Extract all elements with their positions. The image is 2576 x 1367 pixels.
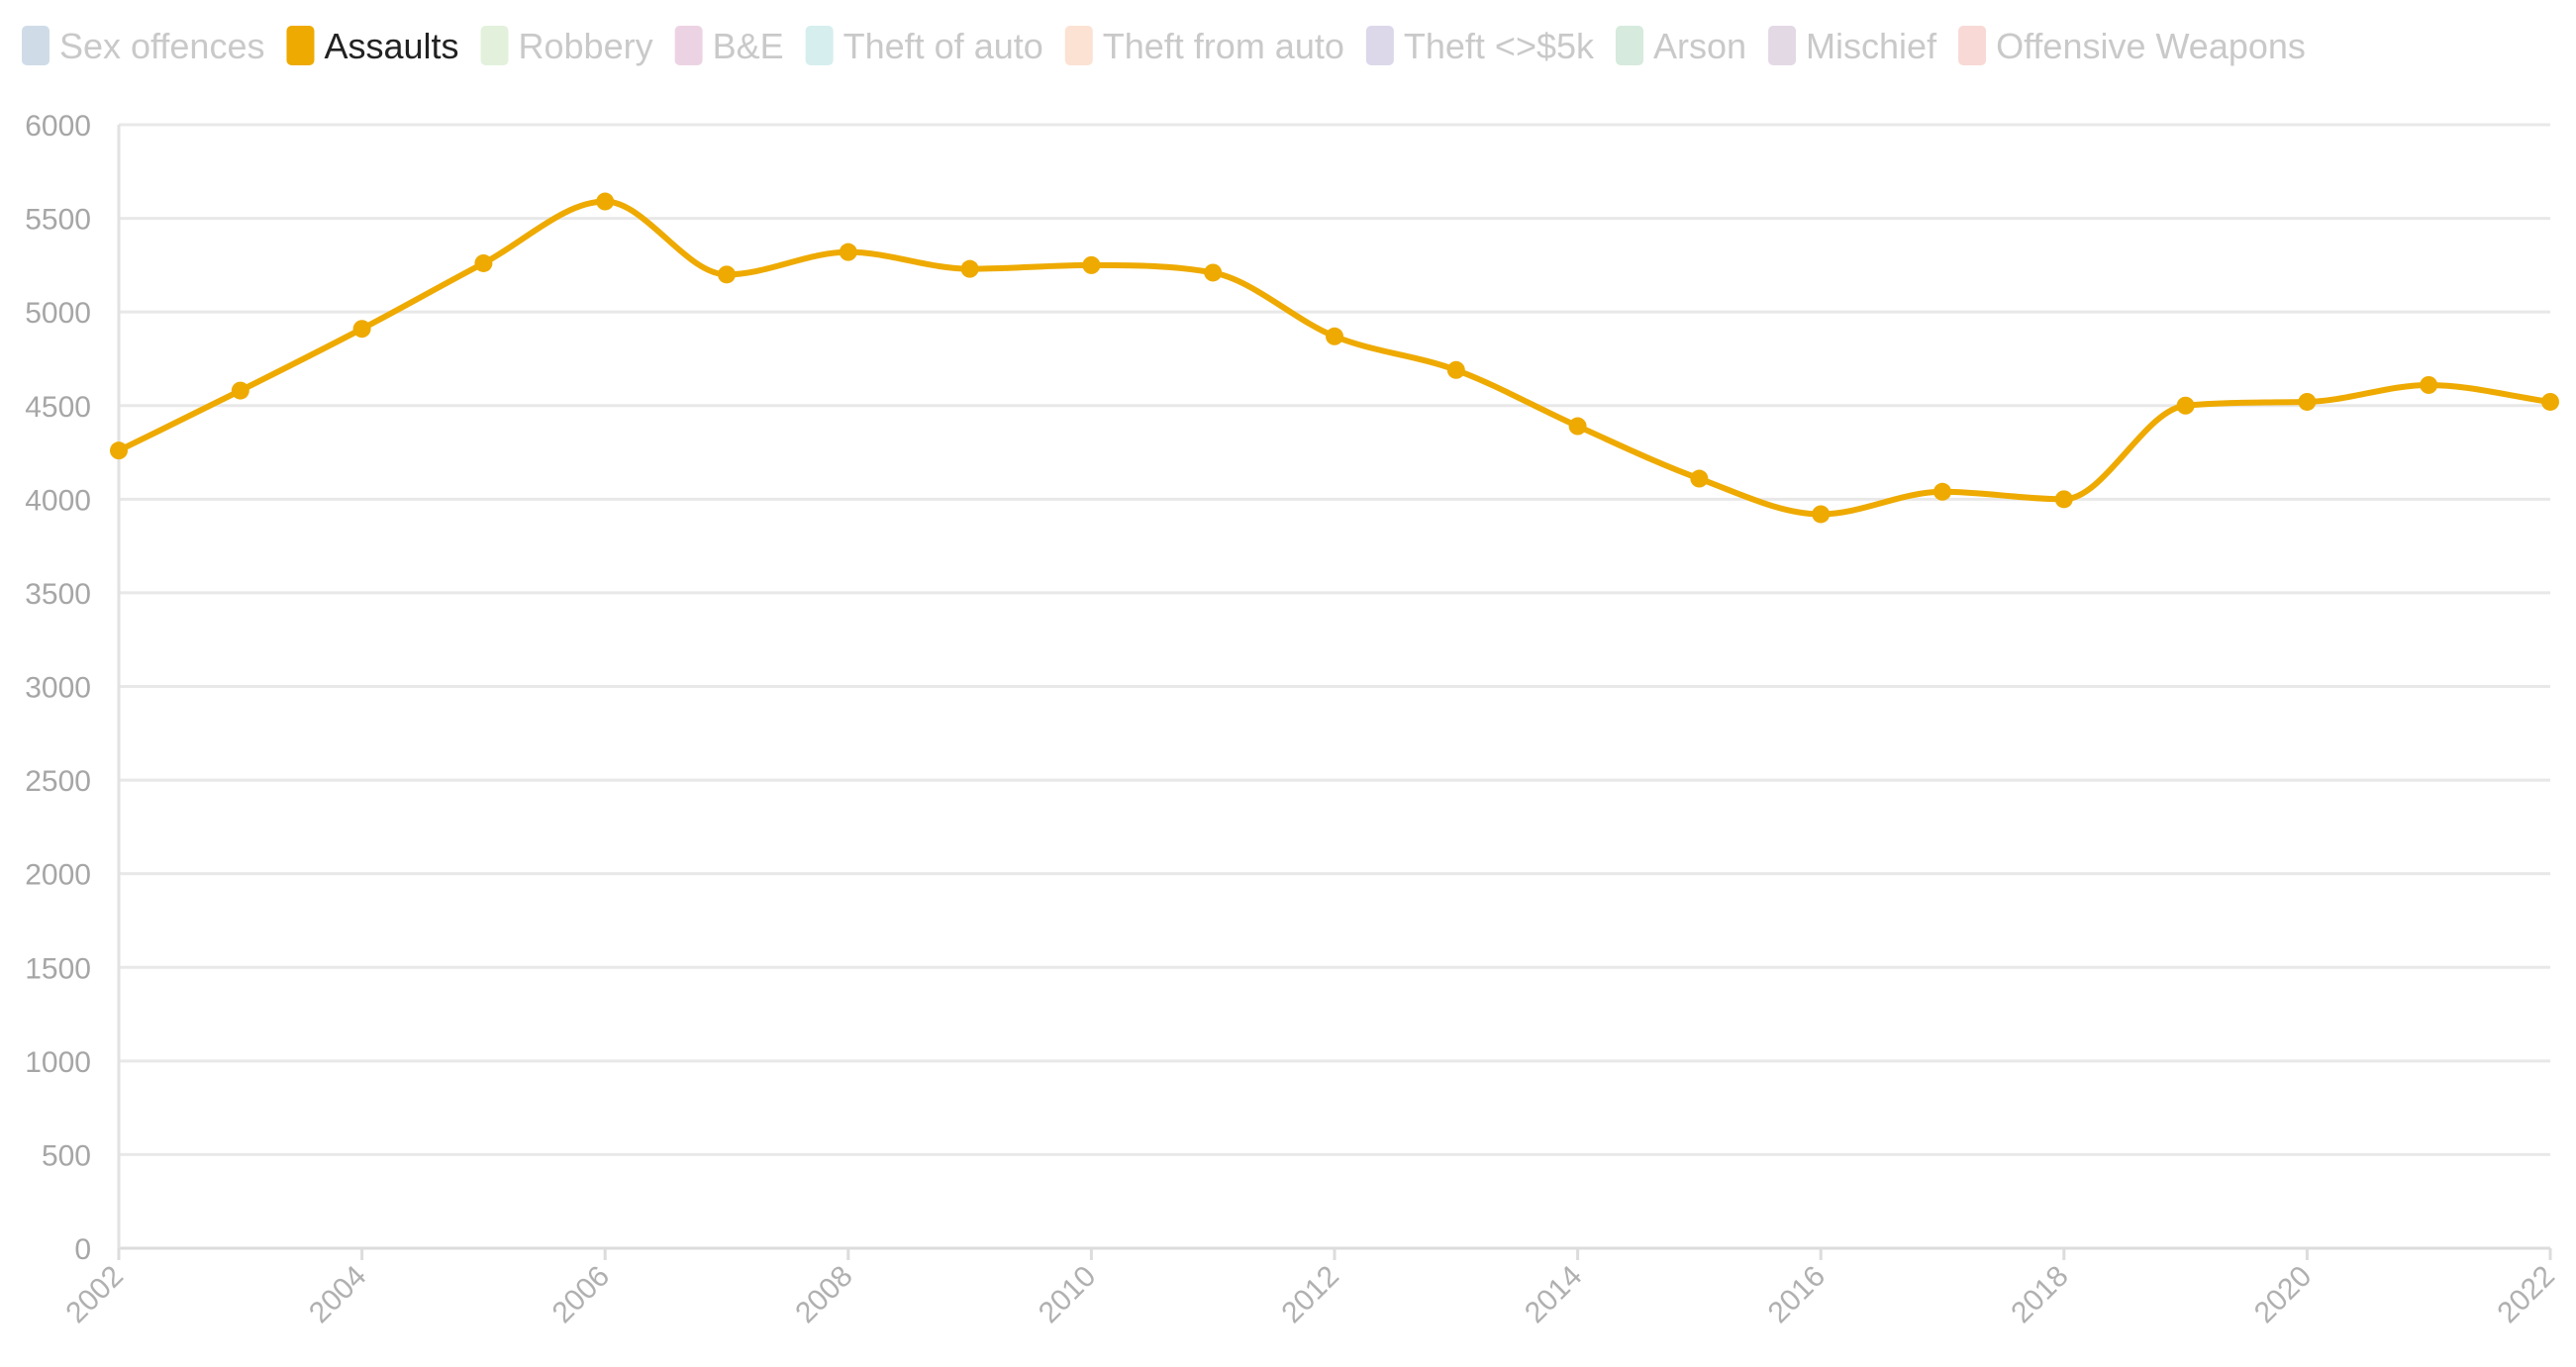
data-point-assaults-2002[interactable]	[110, 441, 128, 460]
y-tick-label: 4500	[25, 391, 91, 424]
gridlines	[119, 123, 2550, 1250]
legend-swatch-theft-from-auto	[1064, 26, 1093, 65]
x-tick-label: 2010	[1033, 1260, 1103, 1330]
x-tick-label: 2008	[789, 1260, 859, 1330]
legend-item-robbery[interactable]: Robbery	[480, 26, 653, 66]
legend-item-theft-5k[interactable]: Theft <>$5k	[1365, 26, 1595, 66]
legend-label-robbery: Robbery	[519, 26, 653, 66]
legend-item-b-e[interactable]: B&E	[674, 26, 784, 66]
x-tick-label: 2014	[1519, 1260, 1589, 1330]
x-tick-label: 2016	[1762, 1260, 1833, 1330]
legend-label-sex-offences: Sex offences	[59, 26, 264, 66]
x-tick-label: 2002	[59, 1260, 130, 1330]
y-tick-label: 500	[42, 1139, 91, 1172]
legend-swatch-theft-of-auto	[805, 26, 834, 65]
data-point-assaults-2010[interactable]	[1082, 255, 1101, 274]
legend-swatch-theft-5k	[1365, 26, 1394, 65]
legend-item-theft-of-auto[interactable]: Theft of auto	[805, 26, 1043, 66]
legend-label-arson: Arson	[1653, 26, 1746, 66]
y-tick-label: 3500	[25, 578, 91, 611]
legend-item-offensive-weapons[interactable]: Offensive Weapons	[1958, 26, 2306, 66]
data-point-assaults-2021[interactable]	[2420, 375, 2438, 394]
y-tick-label: 2500	[25, 765, 91, 798]
legend-label-theft-from-auto: Theft from auto	[1103, 26, 1344, 66]
series-layer	[110, 192, 2559, 524]
x-tick-label: 2004	[303, 1260, 373, 1330]
x-tick-label: 2018	[2005, 1260, 2075, 1330]
series-line-assaults	[116, 198, 2553, 518]
data-point-assaults-2018[interactable]	[2054, 490, 2073, 509]
data-point-assaults-2006[interactable]	[596, 192, 615, 211]
y-tick-label: 4000	[25, 484, 91, 517]
legend-item-sex-offences[interactable]: Sex offences	[22, 26, 264, 66]
legend-label-theft-5k: Theft <>$5k	[1404, 26, 1595, 66]
data-point-assaults-2011[interactable]	[1204, 263, 1223, 282]
x-tick-label: 2020	[2248, 1260, 2319, 1330]
legend-swatch-mischief	[1768, 26, 1797, 65]
legend-swatch-assaults	[286, 26, 315, 65]
legend-label-assaults: Assaults	[324, 26, 458, 66]
data-point-assaults-2008[interactable]	[839, 243, 857, 261]
y-tick-label: 5000	[25, 297, 91, 330]
legend-label-theft-of-auto: Theft of auto	[843, 26, 1043, 66]
data-point-assaults-2007[interactable]	[718, 265, 736, 284]
data-point-assaults-2019[interactable]	[2176, 396, 2195, 415]
data-point-assaults-2009[interactable]	[960, 259, 979, 278]
legend-label-b-e: B&E	[713, 26, 784, 66]
legend-item-assaults[interactable]: Assaults	[286, 26, 459, 66]
legend-swatch-offensive-weapons	[1958, 26, 1987, 65]
y-axis: 0 500 1000 1500 2000 2500 3000 3500 4000 4500 5000…	[25, 110, 121, 1266]
y-tick-label: 3000	[25, 672, 91, 705]
legend-item-arson[interactable]: Arson	[1616, 26, 1746, 66]
legend-item-theft-from-auto[interactable]: Theft from auto	[1064, 26, 1344, 66]
legend-swatch-b-e	[674, 26, 703, 65]
legend-swatch-arson	[1616, 26, 1644, 65]
x-tick-label: 2006	[546, 1260, 617, 1330]
data-point-assaults-2017[interactable]	[1933, 482, 1951, 501]
data-point-assaults-2003[interactable]	[231, 381, 249, 400]
legend-label-mischief: Mischief	[1806, 26, 1937, 66]
x-tick-label: 2012	[1275, 1260, 1345, 1330]
legend-item-mischief[interactable]: Mischief	[1768, 26, 1937, 66]
data-point-assaults-2014[interactable]	[1568, 417, 1587, 436]
y-tick-label: 0	[74, 1233, 91, 1266]
y-tick-label: 6000	[25, 110, 91, 143]
y-tick-label: 1000	[25, 1046, 91, 1079]
x-axis: 2002 2004 2006 2008 2010 2012 2014 2016 2018 2020…	[59, 1248, 2561, 1329]
y-tick-label: 1500	[25, 952, 91, 985]
x-tick-label: 2022	[2491, 1260, 2561, 1330]
legend-label-offensive-weapons: Offensive Weapons	[1996, 26, 2306, 66]
data-point-assaults-2012[interactable]	[1326, 327, 1343, 345]
legend-swatch-sex-offences	[22, 26, 50, 65]
y-tick-label: 2000	[25, 859, 91, 892]
legend: Sex offences Assaults Robbery B&E Theft of a…	[22, 26, 2306, 66]
data-point-assaults-2022[interactable]	[2541, 392, 2559, 411]
legend-swatch-robbery	[480, 26, 509, 65]
data-point-assaults-2005[interactable]	[474, 253, 493, 272]
data-point-assaults-2004[interactable]	[352, 320, 371, 339]
data-point-assaults-2013[interactable]	[1446, 360, 1465, 379]
y-tick-label: 5500	[25, 204, 91, 237]
data-point-assaults-2020[interactable]	[2298, 392, 2317, 411]
data-point-assaults-2016[interactable]	[1812, 505, 1831, 524]
data-point-assaults-2015[interactable]	[1690, 469, 1709, 488]
